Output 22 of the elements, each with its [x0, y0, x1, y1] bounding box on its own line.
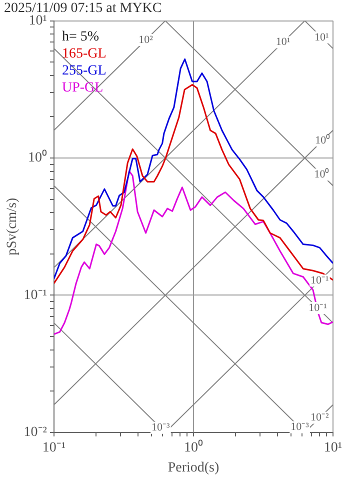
annotation: 10¹ — [314, 31, 329, 44]
text: 165-GL — [62, 46, 106, 62]
annotation: 10⁻¹ — [308, 302, 327, 314]
y-tick-label: 10⁻¹ — [24, 288, 47, 303]
annotation: 10⁰ — [315, 133, 330, 146]
x-tick-label: 10⁰ — [184, 439, 203, 456]
x-axis-title: Period(s) — [168, 460, 220, 476]
annotation: 10⁻³ — [290, 421, 310, 434]
annotation: 10⁻² — [310, 412, 330, 424]
text: UP-GL — [62, 80, 104, 96]
annotation: 10⁻³ — [152, 422, 171, 434]
text: 255-GL — [62, 63, 106, 78]
y-tick-label: 10⁻² — [24, 425, 47, 440]
annotation: h= 5% — [62, 29, 100, 44]
annotation: 10⁰ — [314, 167, 330, 180]
y-axis-title: pSv(cm/s) — [5, 197, 20, 256]
annotation: 10⁻¹ — [310, 274, 329, 286]
annotation: 10² — [138, 34, 154, 46]
y-tick-label: 10⁰ — [28, 150, 47, 166]
x-tick-label: 10¹ — [324, 440, 342, 456]
annotation: 10¹ — [276, 36, 290, 48]
x-tick-label: 10⁻¹ — [42, 440, 66, 456]
